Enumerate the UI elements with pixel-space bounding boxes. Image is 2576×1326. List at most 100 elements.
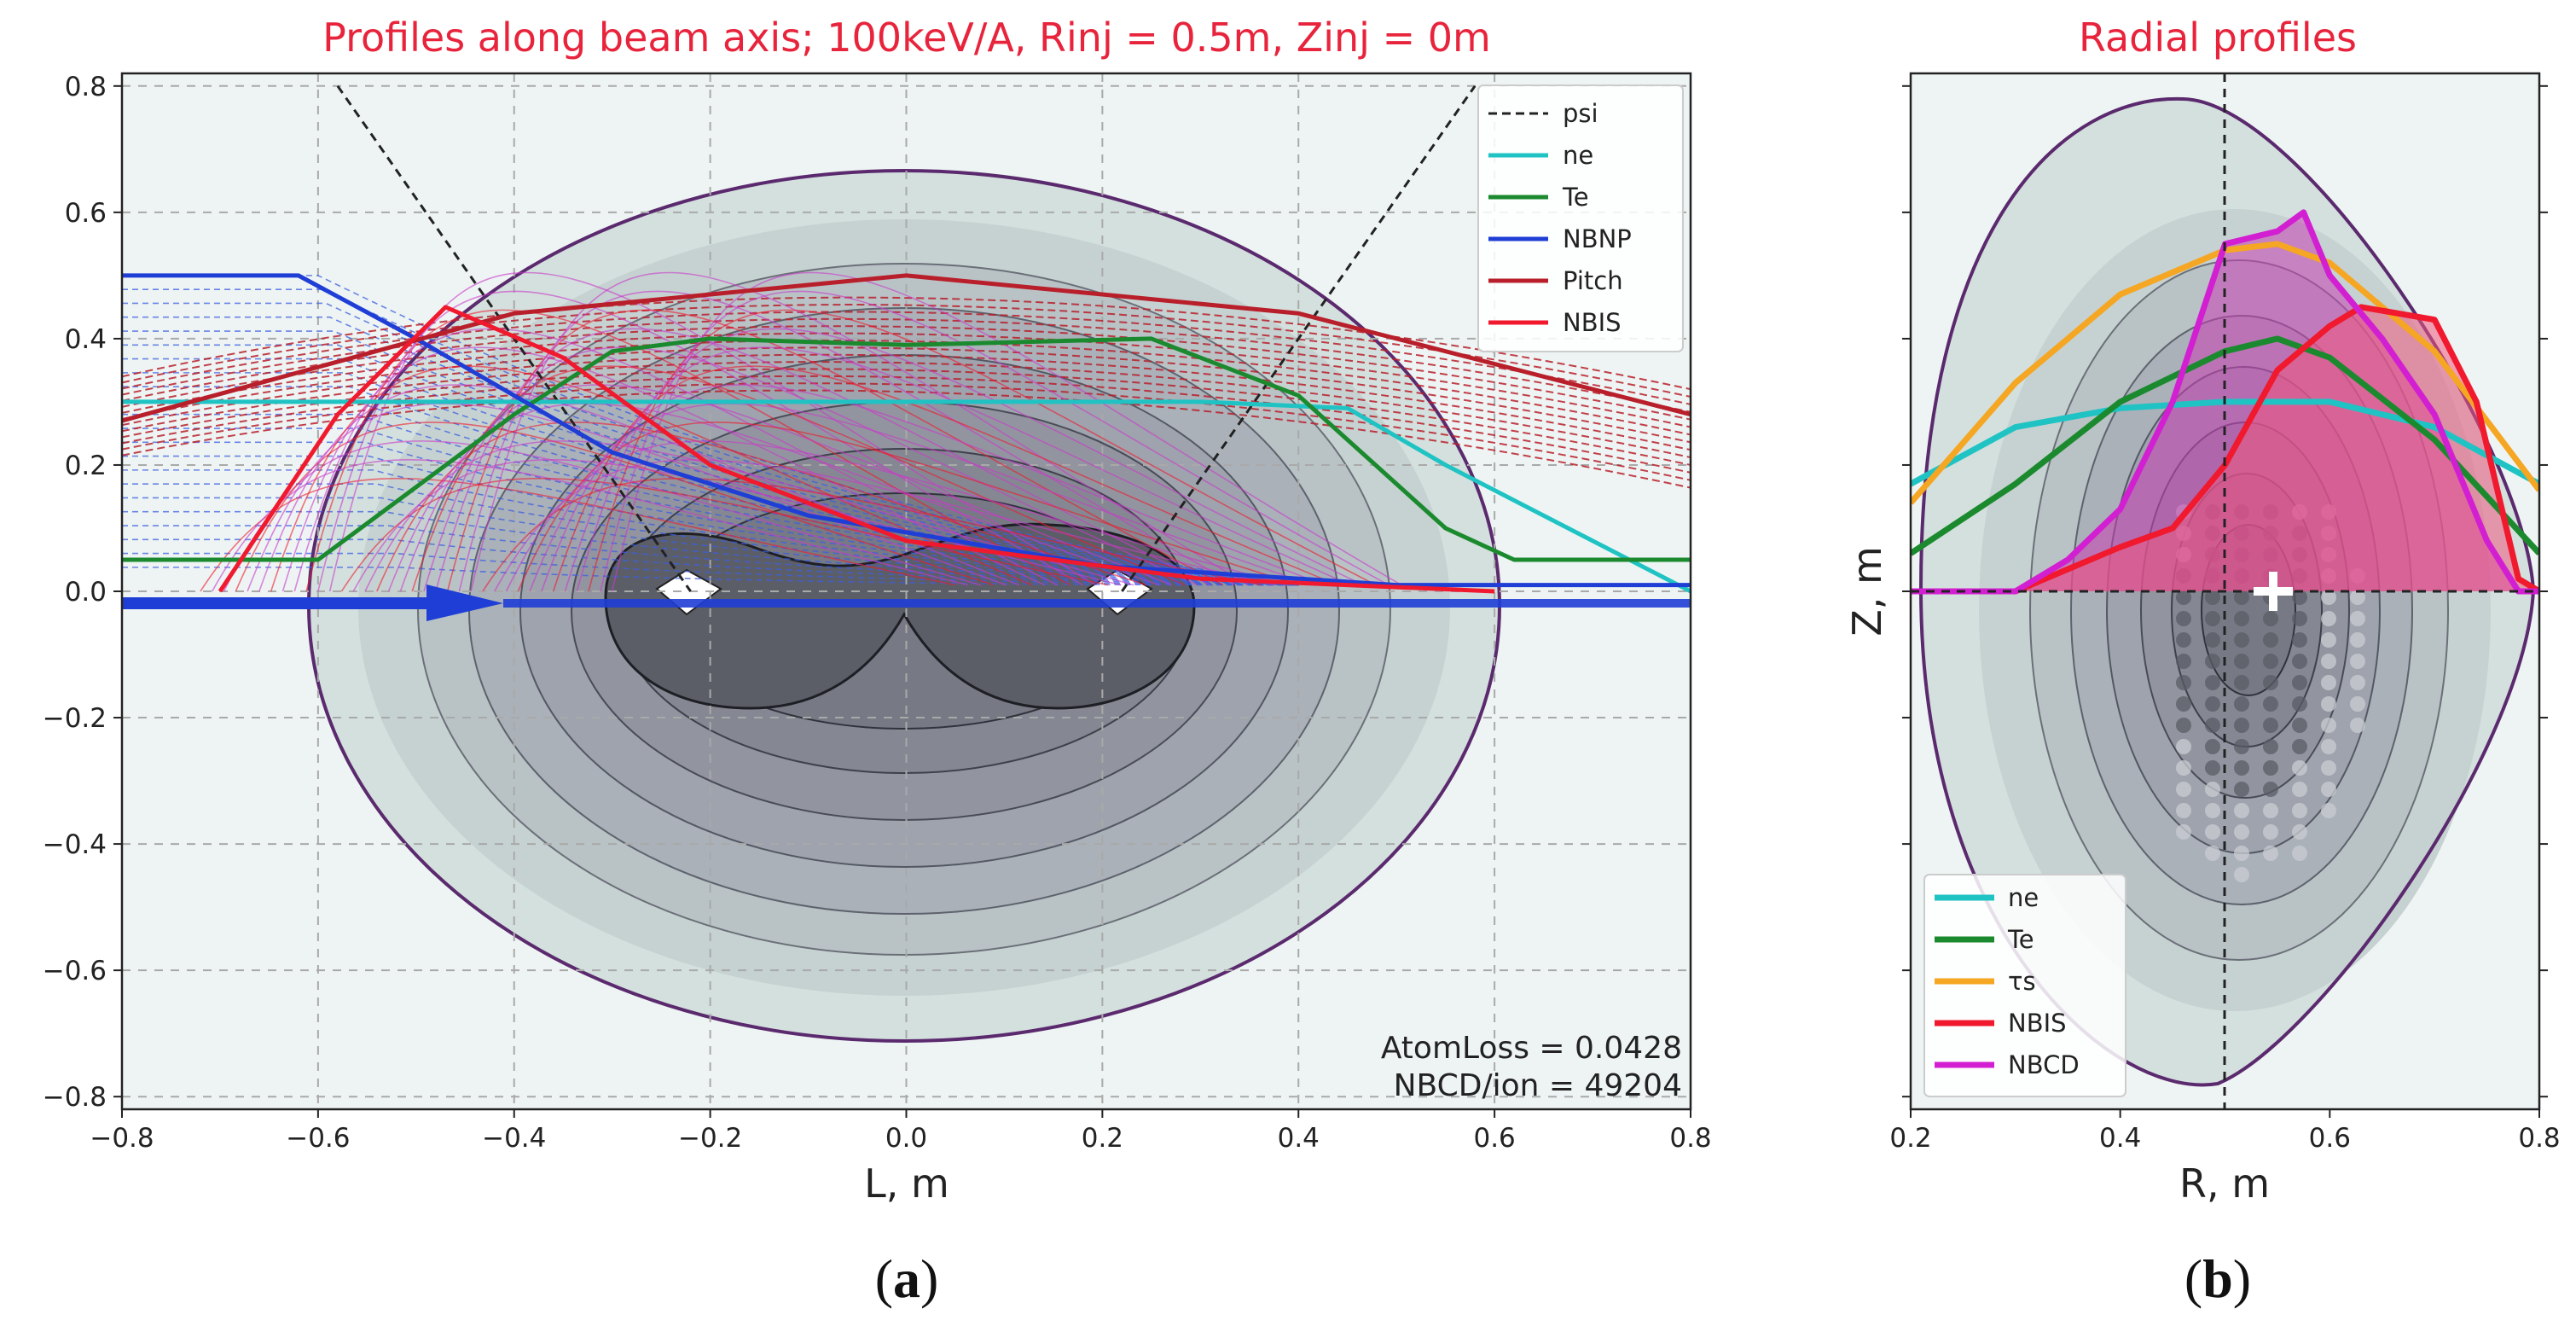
sample-point — [2321, 654, 2336, 669]
sample-point — [2292, 675, 2307, 690]
pitch-trajectory — [122, 317, 1691, 413]
sample-point — [2234, 803, 2249, 818]
sample-point — [2263, 760, 2278, 776]
nbnp-trajectory — [122, 552, 1299, 586]
sample-point — [2263, 739, 2278, 754]
nbcd-trajectory — [611, 271, 1402, 592]
panel-a-ytick-label: −0.6 — [43, 956, 107, 986]
sample-point — [2234, 718, 2249, 733]
panel-a-ytick-label: −0.2 — [43, 703, 107, 734]
sample-point — [2176, 675, 2191, 690]
panel-a-ytick-label: 0.4 — [65, 324, 107, 355]
panel-a-pitch-bundle — [122, 296, 1691, 489]
panel-a-series-te — [122, 336, 1691, 562]
nbcd-trajectory — [212, 459, 969, 592]
sample-point — [2234, 739, 2249, 754]
panel-a-xtick-label: 0.4 — [1278, 1123, 1320, 1154]
sample-point — [2350, 675, 2365, 690]
sample-point — [2234, 632, 2249, 648]
panel-b-xtick-label: 0.6 — [2309, 1123, 2351, 1154]
sample-point — [2205, 718, 2220, 733]
sample-point — [2263, 718, 2278, 733]
pitch-trajectory — [122, 311, 1691, 405]
sample-point — [2205, 632, 2220, 648]
panel-a-ytick-label: 0.0 — [65, 577, 107, 608]
nbcd-trajectory — [576, 328, 1364, 592]
nbnp-trajectory — [122, 497, 1299, 586]
sample-point — [2234, 867, 2249, 882]
sample-point — [2176, 803, 2191, 818]
nbcd-trajectory — [305, 309, 1070, 592]
nbcd-trajectory — [494, 459, 1274, 592]
sample-point — [2263, 696, 2278, 712]
panel-a-legend-box — [1477, 84, 1684, 352]
pitch-trajectory — [122, 296, 1691, 391]
nbcd-per-ion-annotation: NBCD/ion = 49204 — [1394, 1068, 1682, 1103]
atom-loss-annotation: AtomLoss = 0.0428 — [1381, 1031, 1682, 1066]
sample-point — [2263, 654, 2278, 669]
panel-a-xtick-label: 0.6 — [1473, 1123, 1515, 1154]
panel-a-legend-label-nbnp: NBNP — [1563, 224, 1632, 253]
panel-a-inner-contour — [604, 522, 1196, 710]
panel-a-legend-label-psi: psi — [1563, 99, 1598, 128]
nbnp-trajectory — [122, 441, 1299, 586]
panel-a-xtick-label: −0.6 — [286, 1123, 350, 1154]
nbnp-trajectory — [122, 427, 1299, 586]
pitch-trajectory — [122, 361, 1691, 459]
nbnp-trajectory — [122, 483, 1299, 586]
sample-point — [2263, 824, 2278, 840]
sample-point — [2263, 632, 2278, 648]
panel-a-series-psi-right — [1121, 84, 1477, 592]
panel-a-legend-label-pitch: Pitch — [1563, 266, 1623, 295]
panel-b-ticks: 0.2 0.4 0.6 0.8 — [1889, 84, 2561, 1154]
sample-point — [2205, 675, 2220, 690]
panel-a-ytick-label: −0.8 — [43, 1082, 107, 1113]
sample-point — [2263, 782, 2278, 797]
pitch-trajectory — [122, 332, 1691, 428]
sample-point — [2176, 611, 2191, 626]
sample-point — [2321, 590, 2336, 605]
sample-point — [2205, 760, 2220, 776]
sample-point — [2205, 803, 2220, 818]
sample-point — [2263, 803, 2278, 818]
panel-a-legend-label-nbis: NBIS — [1563, 308, 1622, 337]
panel-b-legend: ne Te τs NBIS NBCD — [1923, 874, 2126, 1097]
sample-point — [2321, 760, 2336, 776]
sample-point — [2292, 611, 2307, 626]
nbcd-trajectory — [564, 346, 1351, 592]
panel-b-xtick-label: 0.4 — [2099, 1123, 2141, 1154]
nbcd-trajectory — [235, 422, 995, 592]
sample-point — [2292, 654, 2307, 669]
nbcd-trajectory — [281, 346, 1045, 592]
pitch-trajectory — [122, 346, 1691, 444]
panel-b-series-nbcd — [1911, 209, 2539, 595]
sample-point — [2205, 654, 2220, 669]
nbcd-trajectory — [411, 365, 1186, 592]
panel-a-series-pitch — [122, 273, 1691, 423]
nbcd-trajectory — [423, 346, 1198, 592]
sample-point — [2292, 803, 2307, 818]
panel-a: Profiles along beam axis; 100keV/A, Rinj… — [43, 15, 1712, 1309]
panel-a-ytick-label: −0.4 — [43, 829, 107, 860]
nbcd-trajectory — [317, 290, 1083, 592]
pitch-trajectory — [122, 389, 1691, 489]
sample-point — [2234, 846, 2249, 861]
nbcd-trajectory — [399, 384, 1173, 592]
sample-point — [2292, 782, 2307, 797]
sample-point — [2234, 590, 2249, 605]
panel-a-beam-line — [503, 599, 1691, 608]
pitch-trajectory — [122, 368, 1691, 466]
panel-a-xtick-label: 0.2 — [1082, 1123, 1123, 1154]
nbnp-trajectory — [122, 525, 1299, 586]
panel-a-ytick-label: 0.2 — [65, 451, 107, 481]
panel-a-xtick-label: −0.4 — [482, 1123, 546, 1154]
sample-point — [2205, 739, 2220, 754]
sample-point — [2292, 760, 2307, 776]
sample-point — [2176, 632, 2191, 648]
nbnp-trajectory — [122, 302, 1299, 586]
nbnp-trajectory — [122, 330, 1299, 586]
sample-point — [2292, 739, 2307, 754]
nbcd-trajectory — [387, 403, 1160, 592]
nbcd-trajectory — [588, 309, 1377, 592]
panel-b-xtick-label: 0.8 — [2518, 1123, 2560, 1154]
